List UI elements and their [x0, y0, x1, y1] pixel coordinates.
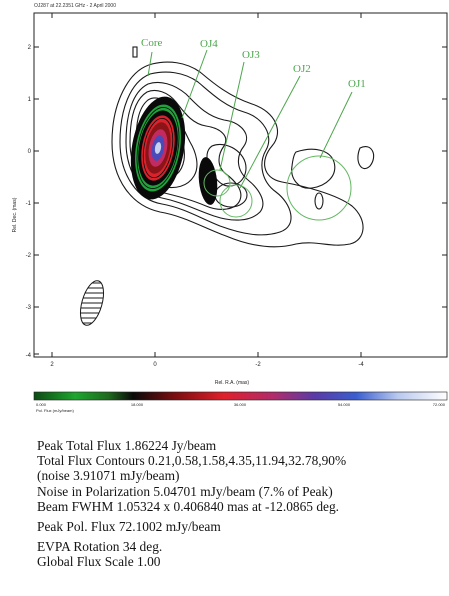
jet-knot-filled	[198, 157, 218, 205]
x-tick-label: -2	[255, 362, 261, 368]
x-ticks	[51, 13, 362, 357]
contour-outer	[111, 61, 364, 248]
contour-speck	[132, 46, 138, 58]
label-leaders	[147, 49, 353, 189]
global-flux-scale: Global Flux Scale 1.00	[37, 554, 161, 570]
evpa-rotation: EVPA Rotation 34 deg.	[37, 539, 163, 555]
peak-pol-flux: Peak Pol. Flux 72.1002 mJy/beam	[37, 519, 221, 535]
y-tick-label: 0	[28, 149, 32, 155]
beam-fwhm: Beam FWHM 1.05324 x 0.406840 mas at -12.…	[37, 498, 340, 514]
label-oj4: OJ4	[200, 38, 218, 50]
y-tick-label: 2	[28, 45, 32, 51]
noise-polarization: Noise in Polarization 5.04701 mJy/beam (…	[37, 483, 333, 499]
contour-2	[119, 71, 292, 236]
plot-frame	[33, 12, 448, 358]
peak-total-flux: Peak Total Flux 1.86224 Jy/beam	[37, 438, 217, 453]
colorbar-tick: 0.000	[36, 402, 47, 407]
polarization-map-figure: OJ287 at 22.2351 GHz - 2 April 2000	[12, 3, 448, 413]
figure-title: OJ287 at 22.2351 GHz - 2 April 2000	[34, 3, 116, 9]
colorbar-label: Pol. Flux (mJy/beam)	[36, 408, 74, 413]
y-tick-label: -3	[26, 305, 32, 311]
circle-oj1	[286, 155, 352, 221]
label-oj2: OJ2	[293, 63, 311, 75]
colorbar-tick: 18.000	[131, 402, 144, 407]
contour-far-east	[357, 146, 375, 170]
x-tick-label: 0	[153, 362, 157, 368]
colorbar	[33, 391, 448, 401]
y-tick-label: -2	[26, 253, 32, 259]
total-flux-contours: Total Flux Contours 0.21,0.58,1.58,4.35,…	[37, 453, 347, 469]
component-labels: Core OJ4 OJ3 OJ2 OJ1	[141, 37, 366, 90]
colorbar-tick: 54.000	[338, 402, 351, 407]
x-tick-label: -4	[358, 362, 364, 368]
component-circles	[203, 155, 352, 221]
beam-ellipse	[76, 278, 108, 328]
y-tick-label: 1	[28, 97, 32, 103]
label-oj3: OJ3	[242, 49, 260, 61]
colorbar-tick: 72.000	[433, 402, 446, 407]
contour-oj1-knot	[314, 192, 324, 210]
core-polarization	[130, 96, 218, 205]
label-oj1: OJ1	[348, 78, 366, 90]
y-tick-label: -1	[26, 201, 32, 207]
label-core: Core	[141, 37, 163, 49]
y-axis-label: Rel. Dec. (mas)	[12, 197, 18, 232]
circle-oj4	[203, 169, 231, 197]
y-tick-label: -4	[26, 353, 32, 359]
colorbar-tick: 36.000	[234, 402, 247, 407]
noise-level: (noise 3.91071 mJy/beam)	[37, 468, 180, 484]
contour-east	[291, 148, 336, 189]
image-caption: Peak Total Flux 1.86224 Jy/beam Total Fl…	[37, 438, 447, 570]
x-tick-label: 2	[50, 362, 54, 368]
x-axis-label: Rel. R.A. (mas)	[215, 380, 250, 386]
colorbar-ticks: 0.000 18.000 36.000 54.000 72.000	[36, 402, 446, 407]
y-ticks	[34, 46, 447, 355]
contour-map: 2 1 0 -1 -2 -3 -4 2 0 -2 -4 Rel. Dec. (m…	[12, 12, 448, 413]
circle-oj3	[219, 184, 253, 218]
